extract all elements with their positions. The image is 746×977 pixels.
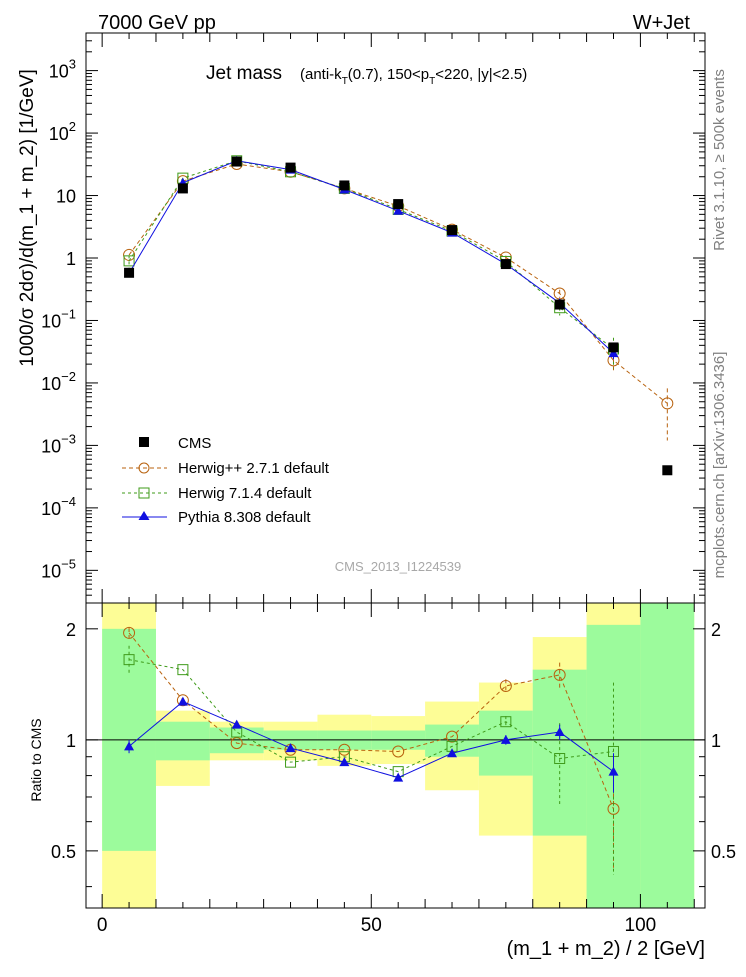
- ratio-tick-label-right: 2: [711, 620, 721, 640]
- y-tick-label: 10−2: [41, 369, 76, 394]
- series-line-triangle: [128, 160, 614, 354]
- title-detail: (anti-kT(0.7), 150<pT<220, |y|<2.5): [300, 66, 527, 87]
- ratio-point-square: [554, 753, 566, 765]
- ratio-point-circle: [499, 679, 512, 692]
- y-tick-label: 1: [66, 249, 76, 269]
- y-tick-label: 10−3: [41, 431, 76, 456]
- ratio-band-stat: [155, 721, 210, 761]
- ratio-point-square: [285, 756, 297, 768]
- series-point-triangle: [393, 205, 404, 215]
- ratio-point-triangle: [124, 741, 135, 751]
- cms-data-point: [177, 183, 188, 194]
- ratio-band-stat: [209, 727, 264, 754]
- x-axis-label: (m_1 + m_2) / 2 [GeV]: [507, 938, 705, 960]
- ratio-tick-label-left: 2: [66, 620, 76, 640]
- rivet-label: Rivet 3.1.10, ≥ 500k events: [711, 69, 728, 251]
- ratio-line-triangle: [128, 700, 614, 779]
- cms-data-point: [285, 162, 296, 173]
- ratio-point-circle: [553, 668, 566, 681]
- ratio-point-triangle: [608, 766, 619, 776]
- legend: CMS Herwig++ 2.7.1 default Herwig 7.1.4 …: [122, 435, 330, 526]
- ratio-point-triangle: [177, 696, 188, 706]
- title-main: Jet mass: [206, 63, 282, 84]
- ratio-point-triangle: [393, 772, 404, 782]
- header-left: 7000 GeV pp: [98, 12, 216, 34]
- legend-label-cms: CMS: [178, 435, 211, 452]
- ratio-point-triangle: [339, 757, 350, 767]
- ratio-panel-frame: [85, 602, 706, 909]
- x-tick-label: 100: [625, 915, 657, 936]
- y-tick-label: 10−1: [41, 306, 76, 331]
- y-tick-label: 103: [49, 57, 76, 82]
- cms-data-point: [231, 156, 242, 167]
- ratio-point-triangle: [447, 748, 458, 758]
- legend-label-pythia: Pythia 8.308 default: [178, 509, 311, 526]
- ratio-line-circle: [128, 632, 614, 810]
- cms-data-point: [500, 259, 511, 270]
- legend-marker-pythia: [138, 511, 150, 520]
- cms-data-point: [662, 465, 673, 476]
- series-line-square: [128, 160, 614, 350]
- ratio-point-square: [500, 716, 512, 728]
- series-point-circle: [661, 397, 674, 410]
- y-tick-label: 10−4: [41, 494, 76, 519]
- cms-data-point: [339, 180, 350, 191]
- legend-label-herwigpp: Herwig++ 2.7.1 default: [178, 460, 330, 477]
- cms-data-point: [393, 199, 404, 210]
- legend-marker-herwig7: [138, 487, 150, 499]
- y-tick-label: 10−5: [41, 556, 76, 581]
- ratio-axis-label: Ratio to CMS: [28, 718, 44, 801]
- legend-marker-cms: [139, 437, 149, 447]
- ratio-point-circle: [176, 694, 189, 707]
- watermark: CMS_2013_I1224539: [335, 559, 462, 574]
- ratio-tick-label-left: 0.5: [51, 842, 76, 862]
- ratio-point-circle: [446, 730, 459, 743]
- y-tick-label: 10: [56, 187, 76, 207]
- series-point-triangle: [608, 348, 619, 358]
- cms-data-point: [124, 267, 135, 278]
- y-axis-label: 1000/σ 2dσ)/d(m_1 + m_2) [1/GeV]: [17, 69, 38, 367]
- series-point-square: [123, 255, 135, 267]
- ratio-band-stat: [532, 669, 587, 836]
- ratio-point-circle: [123, 626, 136, 639]
- ratio-tick-label-right: 0.5: [711, 842, 736, 862]
- y-tick-label: 102: [49, 119, 76, 144]
- ratio-point-circle: [338, 743, 351, 756]
- ratio-point-circle: [392, 745, 405, 758]
- ratio-band-stat: [640, 603, 695, 908]
- cms-data-point: [554, 299, 565, 310]
- arxiv-label: mcplots.cern.ch [arXiv:1306.3436]: [711, 352, 728, 579]
- x-tick-label: 0: [97, 915, 108, 936]
- header-right: W+Jet: [633, 12, 691, 34]
- ratio-point-triangle: [285, 743, 296, 753]
- x-tick-label: 50: [361, 915, 382, 936]
- ratio-point-triangle: [231, 719, 242, 729]
- ratio-point-square: [123, 654, 135, 666]
- ratio-point-circle: [230, 737, 243, 750]
- cms-data-point: [608, 342, 619, 353]
- ratio-point-triangle: [554, 727, 565, 737]
- ratio-point-triangle: [500, 734, 511, 744]
- legend-marker-herwigpp: [138, 462, 150, 474]
- ratio-tick-label-left: 1: [66, 731, 76, 751]
- cms-data-point: [447, 225, 458, 236]
- legend-label-herwig7: Herwig 7.1.4 default: [178, 485, 312, 502]
- ratio-tick-label-right: 1: [711, 731, 721, 751]
- ratio-point-square: [177, 664, 189, 676]
